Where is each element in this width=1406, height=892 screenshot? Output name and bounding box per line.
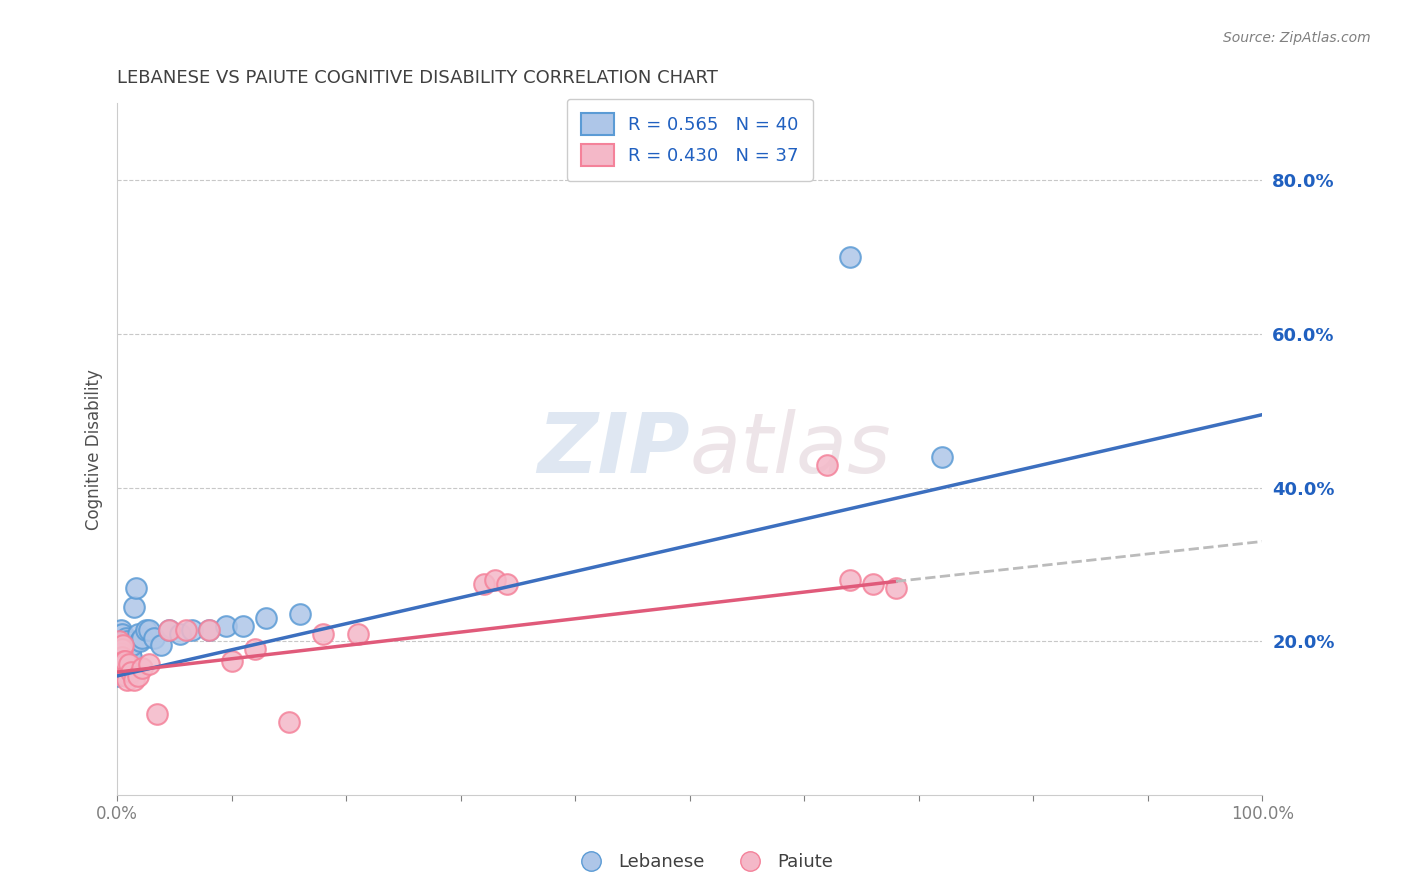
Point	[111, 654, 134, 668]
Point	[117, 638, 139, 652]
Point	[131, 661, 153, 675]
Legend: R = 0.565   N = 40, R = 0.430   N = 37: R = 0.565 N = 40, R = 0.430 N = 37	[567, 98, 813, 180]
Point	[111, 638, 134, 652]
Point	[862, 576, 884, 591]
Point	[110, 634, 132, 648]
Point	[117, 642, 139, 657]
Point	[180, 623, 202, 637]
Point	[495, 576, 517, 591]
Legend: Lebanese, Paiute: Lebanese, Paiute	[567, 847, 839, 879]
Point	[278, 714, 301, 729]
Point	[127, 669, 149, 683]
Point	[815, 458, 838, 472]
Text: atlas: atlas	[690, 409, 891, 490]
Point	[108, 638, 131, 652]
Point	[112, 665, 135, 679]
Point	[124, 673, 146, 687]
Point	[931, 450, 953, 464]
Point	[108, 642, 131, 657]
Point	[884, 581, 907, 595]
Point	[839, 573, 862, 587]
Point	[114, 654, 136, 668]
Point	[110, 646, 132, 660]
Point	[198, 623, 221, 637]
Point	[114, 654, 136, 668]
Point	[111, 649, 134, 664]
Point	[121, 638, 143, 652]
Point	[107, 669, 129, 683]
Point	[243, 642, 266, 657]
Point	[115, 669, 138, 683]
Point	[131, 631, 153, 645]
Point	[157, 623, 180, 637]
Point	[107, 646, 129, 660]
Point	[117, 657, 139, 672]
Point	[124, 599, 146, 614]
Y-axis label: Cognitive Disability: Cognitive Disability	[86, 368, 103, 530]
Point	[108, 654, 131, 668]
Text: Source: ZipAtlas.com: Source: ZipAtlas.com	[1223, 31, 1371, 45]
Point	[254, 611, 277, 625]
Text: LEBANESE VS PAIUTE COGNITIVE DISABILITY CORRELATION CHART: LEBANESE VS PAIUTE COGNITIVE DISABILITY …	[117, 69, 718, 87]
Point	[115, 631, 138, 645]
Point	[111, 634, 134, 648]
Point	[221, 654, 243, 668]
Point	[169, 626, 191, 640]
Point	[120, 649, 142, 664]
Point	[484, 573, 506, 587]
Point	[215, 619, 238, 633]
Point	[839, 250, 862, 264]
Point	[346, 626, 368, 640]
Point	[146, 707, 169, 722]
Point	[312, 626, 335, 640]
Point	[117, 673, 139, 687]
Point	[114, 657, 136, 672]
Point	[124, 581, 146, 595]
Point	[118, 646, 141, 660]
Point	[112, 634, 135, 648]
Point	[149, 638, 172, 652]
Point	[115, 638, 138, 652]
Point	[157, 623, 180, 637]
Point	[111, 642, 134, 657]
Point	[290, 607, 312, 622]
Point	[138, 657, 160, 672]
Point	[112, 646, 135, 660]
Point	[111, 657, 134, 672]
Point	[117, 634, 139, 648]
Point	[112, 654, 135, 668]
Point	[232, 619, 254, 633]
Point	[138, 623, 160, 637]
Point	[120, 665, 142, 679]
Point	[127, 626, 149, 640]
Point	[472, 576, 495, 591]
Point	[129, 634, 152, 648]
Point	[135, 623, 157, 637]
Point	[110, 654, 132, 668]
Point	[198, 623, 221, 637]
Point	[111, 638, 134, 652]
Point	[142, 631, 165, 645]
Point	[110, 623, 132, 637]
Text: ZIP: ZIP	[537, 409, 690, 490]
Point	[174, 623, 197, 637]
Point	[108, 634, 131, 648]
Point	[114, 646, 136, 660]
Point	[111, 626, 134, 640]
